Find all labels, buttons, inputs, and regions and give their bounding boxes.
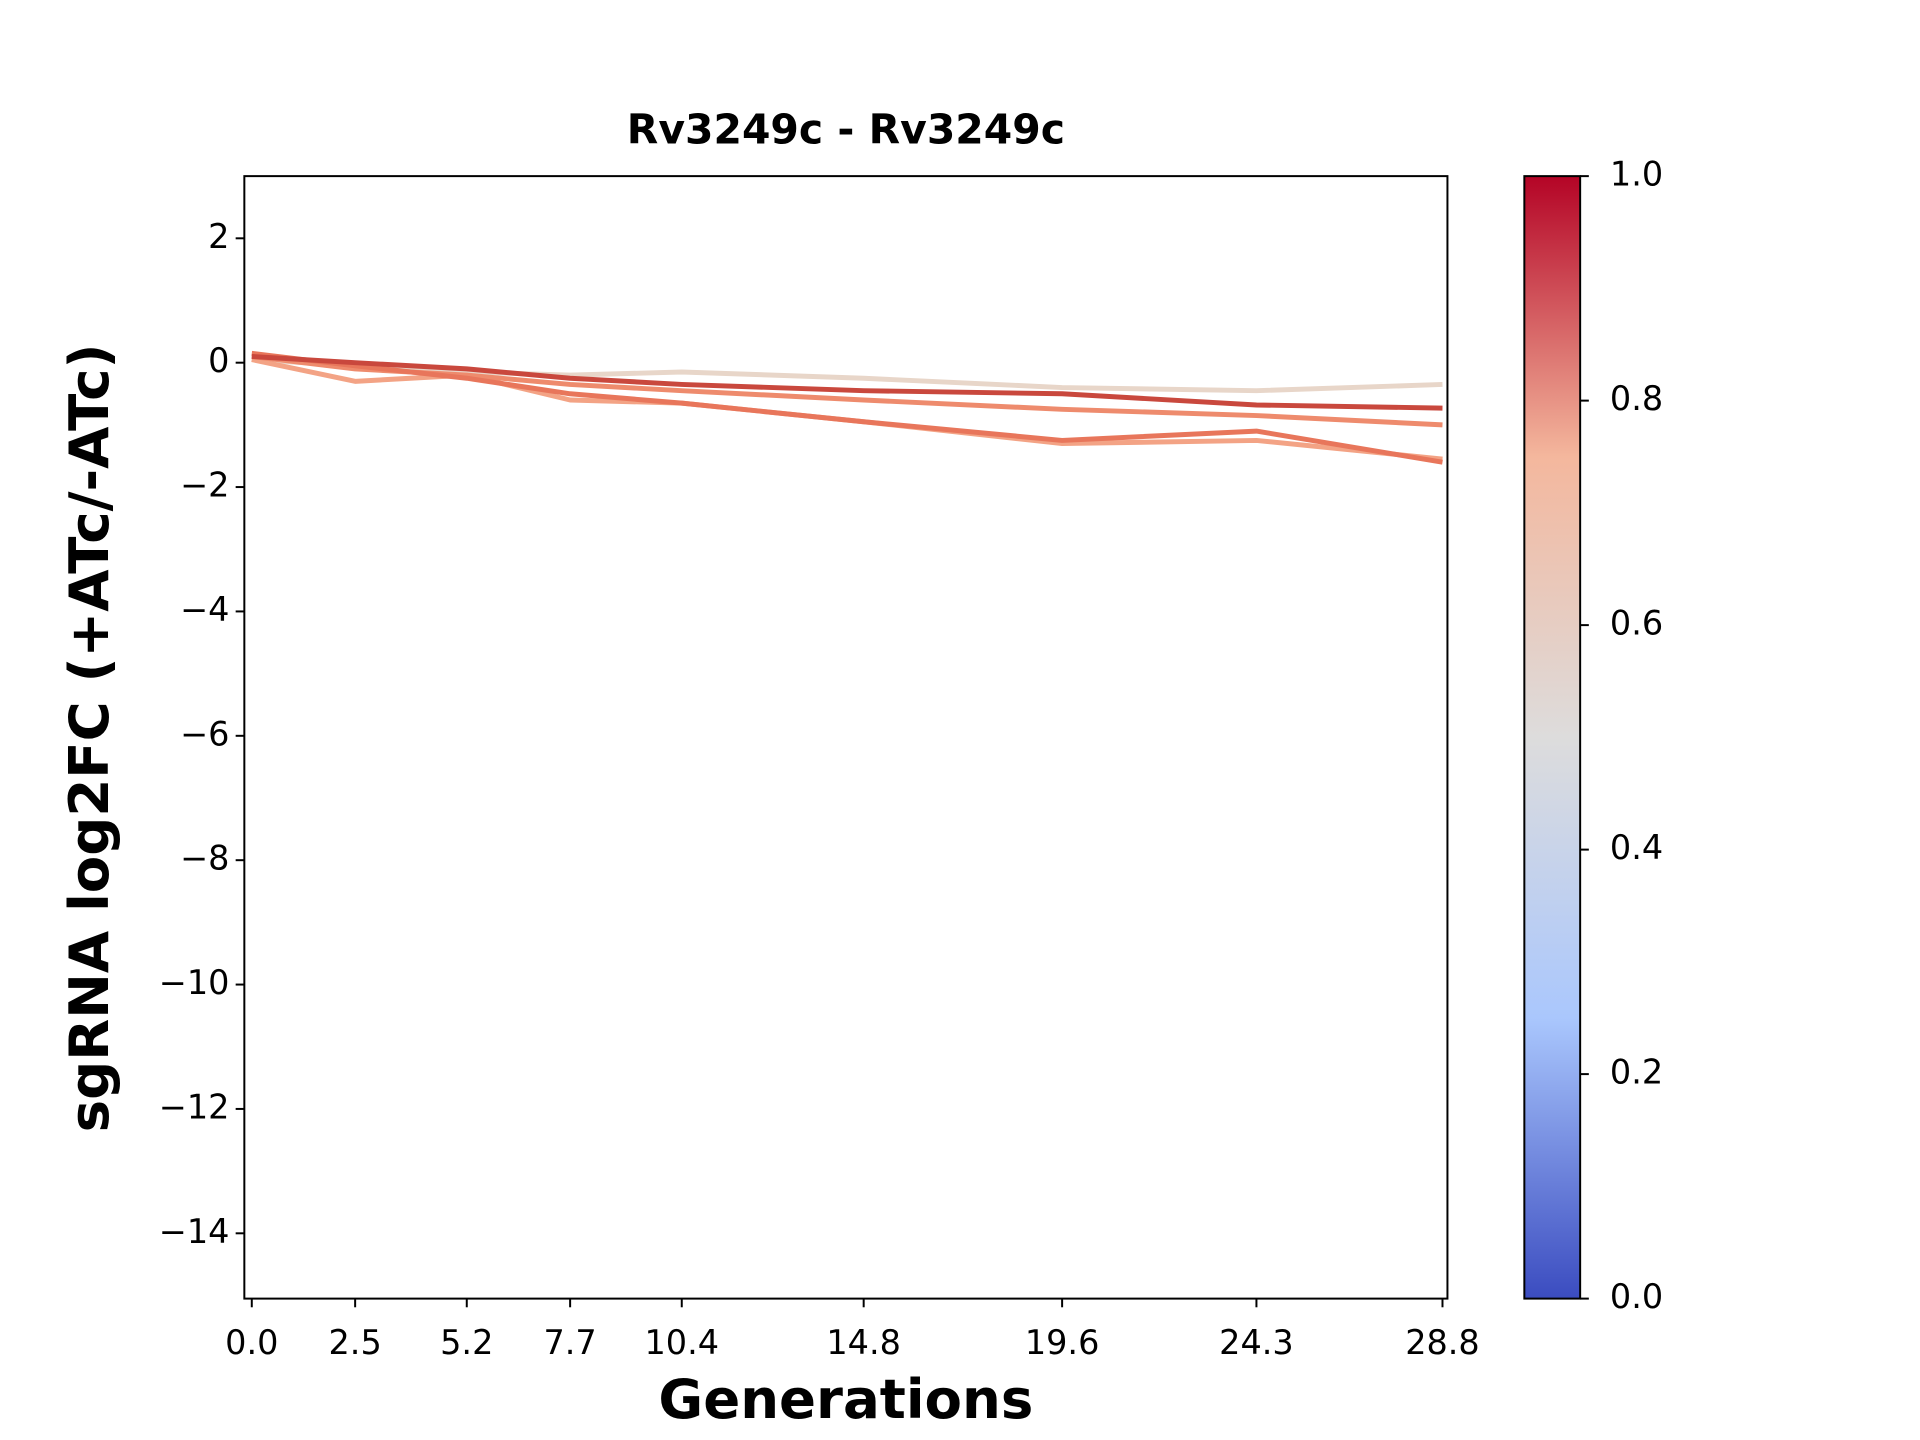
y-tick-label: −10 [159,963,230,1002]
x-tick-label: 5.2 [440,1323,493,1362]
colorbar-tick-label: 0.0 [1610,1277,1663,1316]
y-tick-label: −12 [159,1087,230,1126]
x-tick-label: 2.5 [329,1323,382,1362]
y-tick-label: −6 [180,714,229,753]
x-tick-label: 7.7 [544,1323,597,1362]
y-tick-label: −14 [159,1212,230,1251]
x-tick-label: 24.3 [1219,1323,1294,1362]
x-tick-label: 0.0 [225,1323,278,1362]
chart-title: Rv3249c - Rv3249c [627,106,1065,154]
x-axis-label: Generations [658,1367,1033,1431]
x-tick-label: 19.6 [1025,1323,1100,1362]
colorbar-tick-label: 0.4 [1610,828,1663,867]
y-tick-label: 2 [208,217,229,256]
y-tick-label: −4 [180,590,229,629]
series-line [251,353,1443,411]
colorbar-tick-label: 1.0 [1610,155,1663,194]
x-tick-label: 28.8 [1405,1323,1480,1362]
y-axis-label: sgRNA log2FC (+ATc/-ATc) [57,344,121,1133]
y-tick-label: −2 [180,466,229,505]
colorbar [1523,175,1582,1300]
x-tick-label: 10.4 [644,1323,719,1362]
x-tick-label: 14.8 [826,1323,901,1362]
colorbar-tick-label: 0.6 [1610,604,1663,643]
y-tick-label: 0 [208,341,229,380]
y-tick-label: −8 [180,839,229,878]
colorbar-tick-label: 0.2 [1610,1053,1663,1092]
plot-frame [243,175,1449,1300]
series-line [251,350,1443,465]
colorbar-tick-label: 0.8 [1610,379,1663,418]
